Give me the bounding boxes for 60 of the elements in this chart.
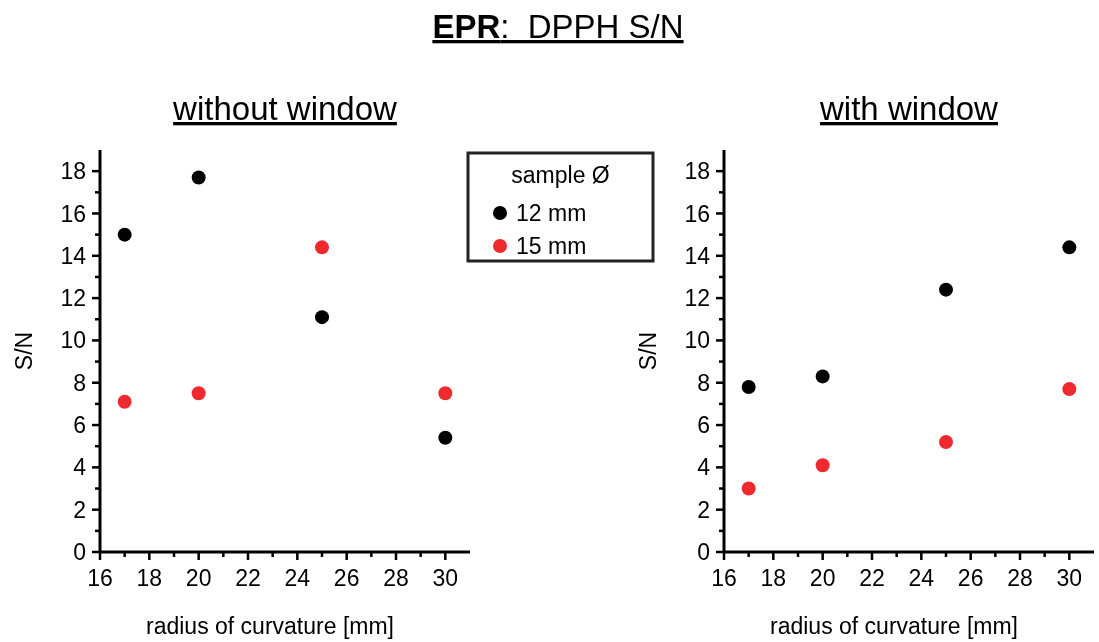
point	[117, 394, 132, 409]
x-tick-label: 18	[760, 565, 787, 591]
x-tick-label: 18	[136, 565, 163, 591]
point	[939, 434, 953, 449]
x-tick-label: 26	[957, 565, 984, 591]
x-tick-label: 22	[235, 565, 261, 591]
y-tick-label: 14	[684, 242, 711, 269]
legend-label: 12 mm	[516, 200, 587, 227]
point	[315, 240, 329, 255]
y-tick-label: 12	[684, 285, 710, 312]
y-tick-label: 8	[73, 369, 86, 396]
x-tick-label: 30	[1056, 565, 1083, 591]
point	[117, 227, 132, 242]
y-tick-label: 16	[684, 200, 710, 227]
point	[438, 430, 453, 445]
y-tick-label: 18	[60, 158, 86, 185]
y-tick-label: 6	[697, 412, 710, 439]
y-axis-title: S/N	[11, 331, 37, 371]
text: EPR: DPPH S/N	[432, 8, 684, 45]
point	[815, 369, 830, 384]
y-tick-label: 0	[697, 539, 710, 566]
point	[815, 458, 830, 473]
point	[939, 282, 953, 297]
chart-subtitle: without window	[172, 90, 398, 127]
point	[1062, 382, 1077, 397]
x-tick-label: 22	[859, 565, 885, 591]
y-tick-label: 4	[73, 454, 87, 481]
x-tick-label: 30	[432, 565, 459, 591]
y-tick-label: 10	[60, 327, 86, 354]
y-tick-label: 18	[684, 158, 710, 185]
point	[191, 386, 206, 401]
y-tick-label: 6	[73, 412, 86, 439]
y-tick-label: 0	[73, 539, 86, 566]
legend-title: sample Ø	[511, 162, 610, 188]
point	[741, 481, 756, 496]
x-tick-label: 20	[809, 565, 836, 591]
x-axis-title: radius of curvature [mm]	[770, 613, 1018, 639]
y-tick-label: 2	[697, 496, 710, 523]
x-tick-label: 28	[383, 565, 409, 591]
y-tick-label: 14	[60, 242, 87, 269]
chart-subtitle: with window	[819, 90, 999, 127]
point	[315, 310, 329, 325]
x-axis-title: radius of curvature [mm]	[146, 613, 394, 639]
y-tick-label: 8	[697, 369, 710, 396]
y-tick-label: 12	[60, 285, 86, 312]
point	[1062, 240, 1077, 255]
x-tick-label: 26	[333, 565, 360, 591]
point	[191, 170, 206, 185]
y-tick-label: 4	[697, 454, 711, 481]
x-tick-label: 24	[284, 565, 311, 591]
x-tick-label: 20	[185, 565, 212, 591]
legend-label: 15 mm	[516, 233, 587, 260]
y-tick-label: 16	[60, 200, 86, 227]
y-tick-label: 2	[73, 496, 86, 523]
point	[438, 386, 453, 401]
x-tick-label: 24	[908, 565, 935, 591]
x-tick-label: 28	[1007, 565, 1033, 591]
y-axis-title: S/N	[635, 331, 661, 371]
point	[741, 379, 756, 394]
y-tick-label: 10	[684, 327, 710, 354]
